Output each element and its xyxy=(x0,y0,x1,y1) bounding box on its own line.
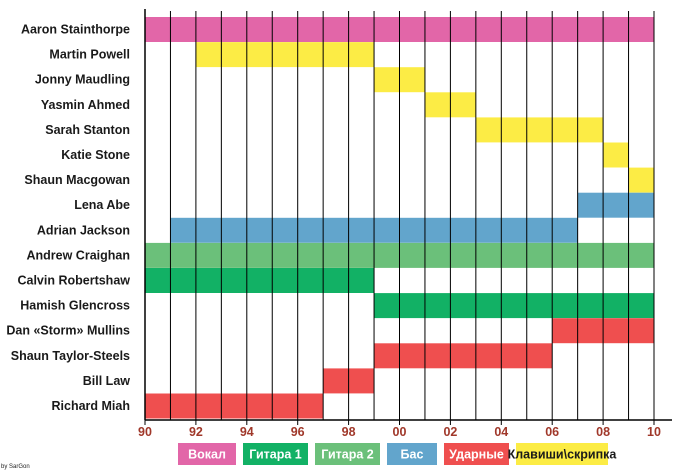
tick-label-00: 00 xyxy=(393,425,407,439)
tick-label-10: 10 xyxy=(647,425,661,439)
grid-layer xyxy=(144,9,672,421)
tick-label-06: 06 xyxy=(545,425,559,439)
member-label-hamish-glencross: Hamish Glencross xyxy=(20,299,130,313)
member-label-katie-stone: Katie Stone xyxy=(61,148,130,162)
legend-swatch-vocal xyxy=(178,443,236,465)
legend-label-keys: Клавиши\скрипка xyxy=(508,448,618,462)
legend-swatch-drums xyxy=(444,443,509,465)
tick-label-04: 04 xyxy=(494,425,508,439)
bar-martin-powell xyxy=(195,42,375,68)
bar-calvin-robertshaw xyxy=(145,268,375,293)
bar-hamish-glencross xyxy=(374,293,654,319)
bar-shaun-taylor-steels xyxy=(374,343,553,369)
member-label-martin-powell: Martin Powell xyxy=(49,48,130,62)
member-label-richard-miah: Richard Miah xyxy=(52,399,131,413)
legend-label-bass: Бас xyxy=(401,448,424,462)
member-label-andrew-craighan: Andrew Craighan xyxy=(27,248,131,262)
legend-swatch-guitar1 xyxy=(243,443,308,465)
member-label-yasmin-ahmed: Yasmin Ahmed xyxy=(41,98,130,112)
member-label-adrian-jackson: Adrian Jackson xyxy=(37,223,130,237)
member-label-shaun-taylor-steels: Shaun Taylor-Steels xyxy=(11,349,130,363)
member-label-lena-abe: Lena Abe xyxy=(74,198,130,212)
member-label-calvin-robertshaw: Calvin Robertshaw xyxy=(17,274,130,288)
credit-text: by SarGon xyxy=(1,464,30,470)
bar-sarah-stanton xyxy=(475,117,604,143)
legend-label-guitar1: Гитара 1 xyxy=(249,448,302,462)
member-label-jonny-maudling: Jonny Maudling xyxy=(35,73,130,87)
member-label-shaun-macgowan: Shaun Macgowan xyxy=(24,173,130,187)
tick-label-08: 08 xyxy=(596,425,610,439)
member-label-dan-storm-mullins: Dan «Storm» Mullins xyxy=(6,324,130,338)
legend-label-drums: Ударные xyxy=(449,448,504,462)
member-labels-layer: Aaron Stainthorpe Martin Powell Jonny Maud… xyxy=(6,23,130,414)
tick-label-98: 98 xyxy=(342,425,356,439)
member-label-sarah-stanton: Sarah Stanton xyxy=(45,123,130,137)
tick-label-92: 92 xyxy=(189,425,203,439)
legend-swatch-bass xyxy=(387,443,437,465)
member-label-aaron-stainthorpe: Aaron Stainthorpe xyxy=(21,23,130,37)
legend-swatch-keys xyxy=(516,443,608,465)
legend-swatch-guitar2 xyxy=(315,443,380,465)
bar-katie-stone xyxy=(603,142,629,168)
legend-label-vocal: Вокал xyxy=(188,448,226,462)
tick-label-96: 96 xyxy=(291,425,305,439)
tick-label-94: 94 xyxy=(240,425,254,439)
bar-shaun-macgowan xyxy=(628,167,654,193)
tick-labels-layer: 90 92 94 96 98 00 02 04 06 08 10 xyxy=(138,420,661,439)
bar-lena-abe xyxy=(577,192,654,218)
tick-label-02: 02 xyxy=(443,425,457,439)
bar-richard-miah xyxy=(145,393,324,419)
tick-label-90: 90 xyxy=(138,425,152,439)
legend: Вокал Гитара 1 Гитара 2 Бас Ударные Клавиши\с… xyxy=(178,443,617,465)
member-label-bill-law: Bill Law xyxy=(83,374,131,388)
legend-label-guitar2: Гитара 2 xyxy=(321,448,374,462)
